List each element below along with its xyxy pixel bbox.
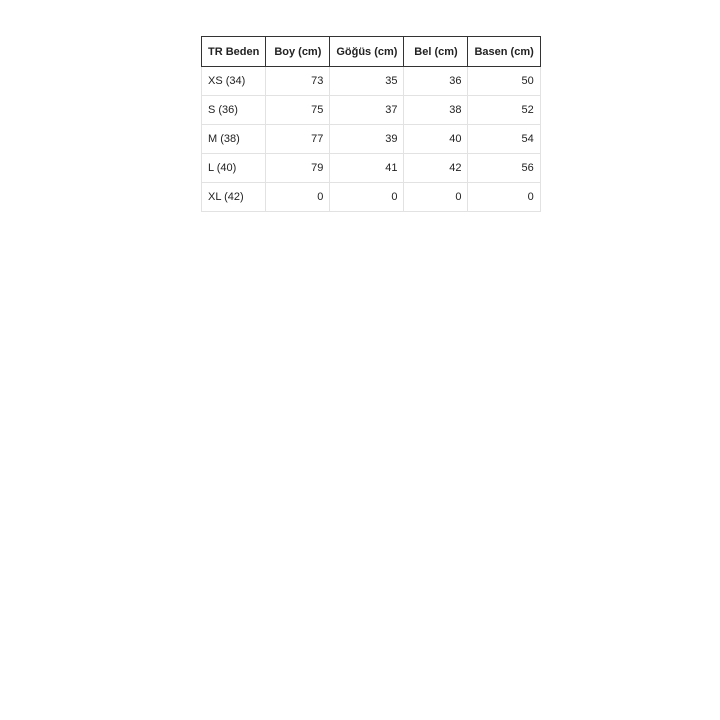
header-hip: Basen (cm) [467, 36, 541, 67]
cell-chest: 35 [329, 66, 405, 96]
header-waist: Bel (cm) [403, 36, 469, 67]
cell-hip: 0 [467, 182, 541, 212]
cell-waist: 0 [403, 182, 469, 212]
cell-hip: 54 [467, 124, 541, 154]
table-row: L (40) 79 41 42 56 [200, 153, 541, 183]
cell-size: XL (42) [200, 182, 267, 212]
cell-waist: 42 [403, 153, 469, 183]
cell-size: XS (34) [200, 66, 267, 96]
table-row: XS (34) 73 35 36 50 [200, 66, 541, 96]
header-chest: Göğüs (cm) [329, 36, 405, 67]
cell-waist: 38 [403, 95, 469, 125]
header-row: TR Beden Boy (cm) Göğüs (cm) Bel (cm) Ba… [200, 36, 541, 67]
cell-hip: 52 [467, 95, 541, 125]
header-length: Boy (cm) [265, 36, 331, 67]
cell-length: 73 [265, 66, 331, 96]
header-size: TR Beden [200, 36, 267, 67]
cell-chest: 41 [329, 153, 405, 183]
table-row: S (36) 75 37 38 52 [200, 95, 541, 125]
cell-chest: 0 [329, 182, 405, 212]
cell-length: 79 [265, 153, 331, 183]
cell-length: 0 [265, 182, 331, 212]
cell-length: 77 [265, 124, 331, 154]
cell-hip: 50 [467, 66, 541, 96]
cell-hip: 56 [467, 153, 541, 183]
cell-size: S (36) [200, 95, 267, 125]
size-chart-table: TR Beden Boy (cm) Göğüs (cm) Bel (cm) Ba… [200, 36, 541, 212]
table-row: XL (42) 0 0 0 0 [200, 182, 541, 212]
cell-chest: 39 [329, 124, 405, 154]
cell-waist: 40 [403, 124, 469, 154]
cell-length: 75 [265, 95, 331, 125]
cell-size: L (40) [200, 153, 267, 183]
cell-chest: 37 [329, 95, 405, 125]
cell-size: M (38) [200, 124, 267, 154]
table-row: M (38) 77 39 40 54 [200, 124, 541, 154]
cell-waist: 36 [403, 66, 469, 96]
